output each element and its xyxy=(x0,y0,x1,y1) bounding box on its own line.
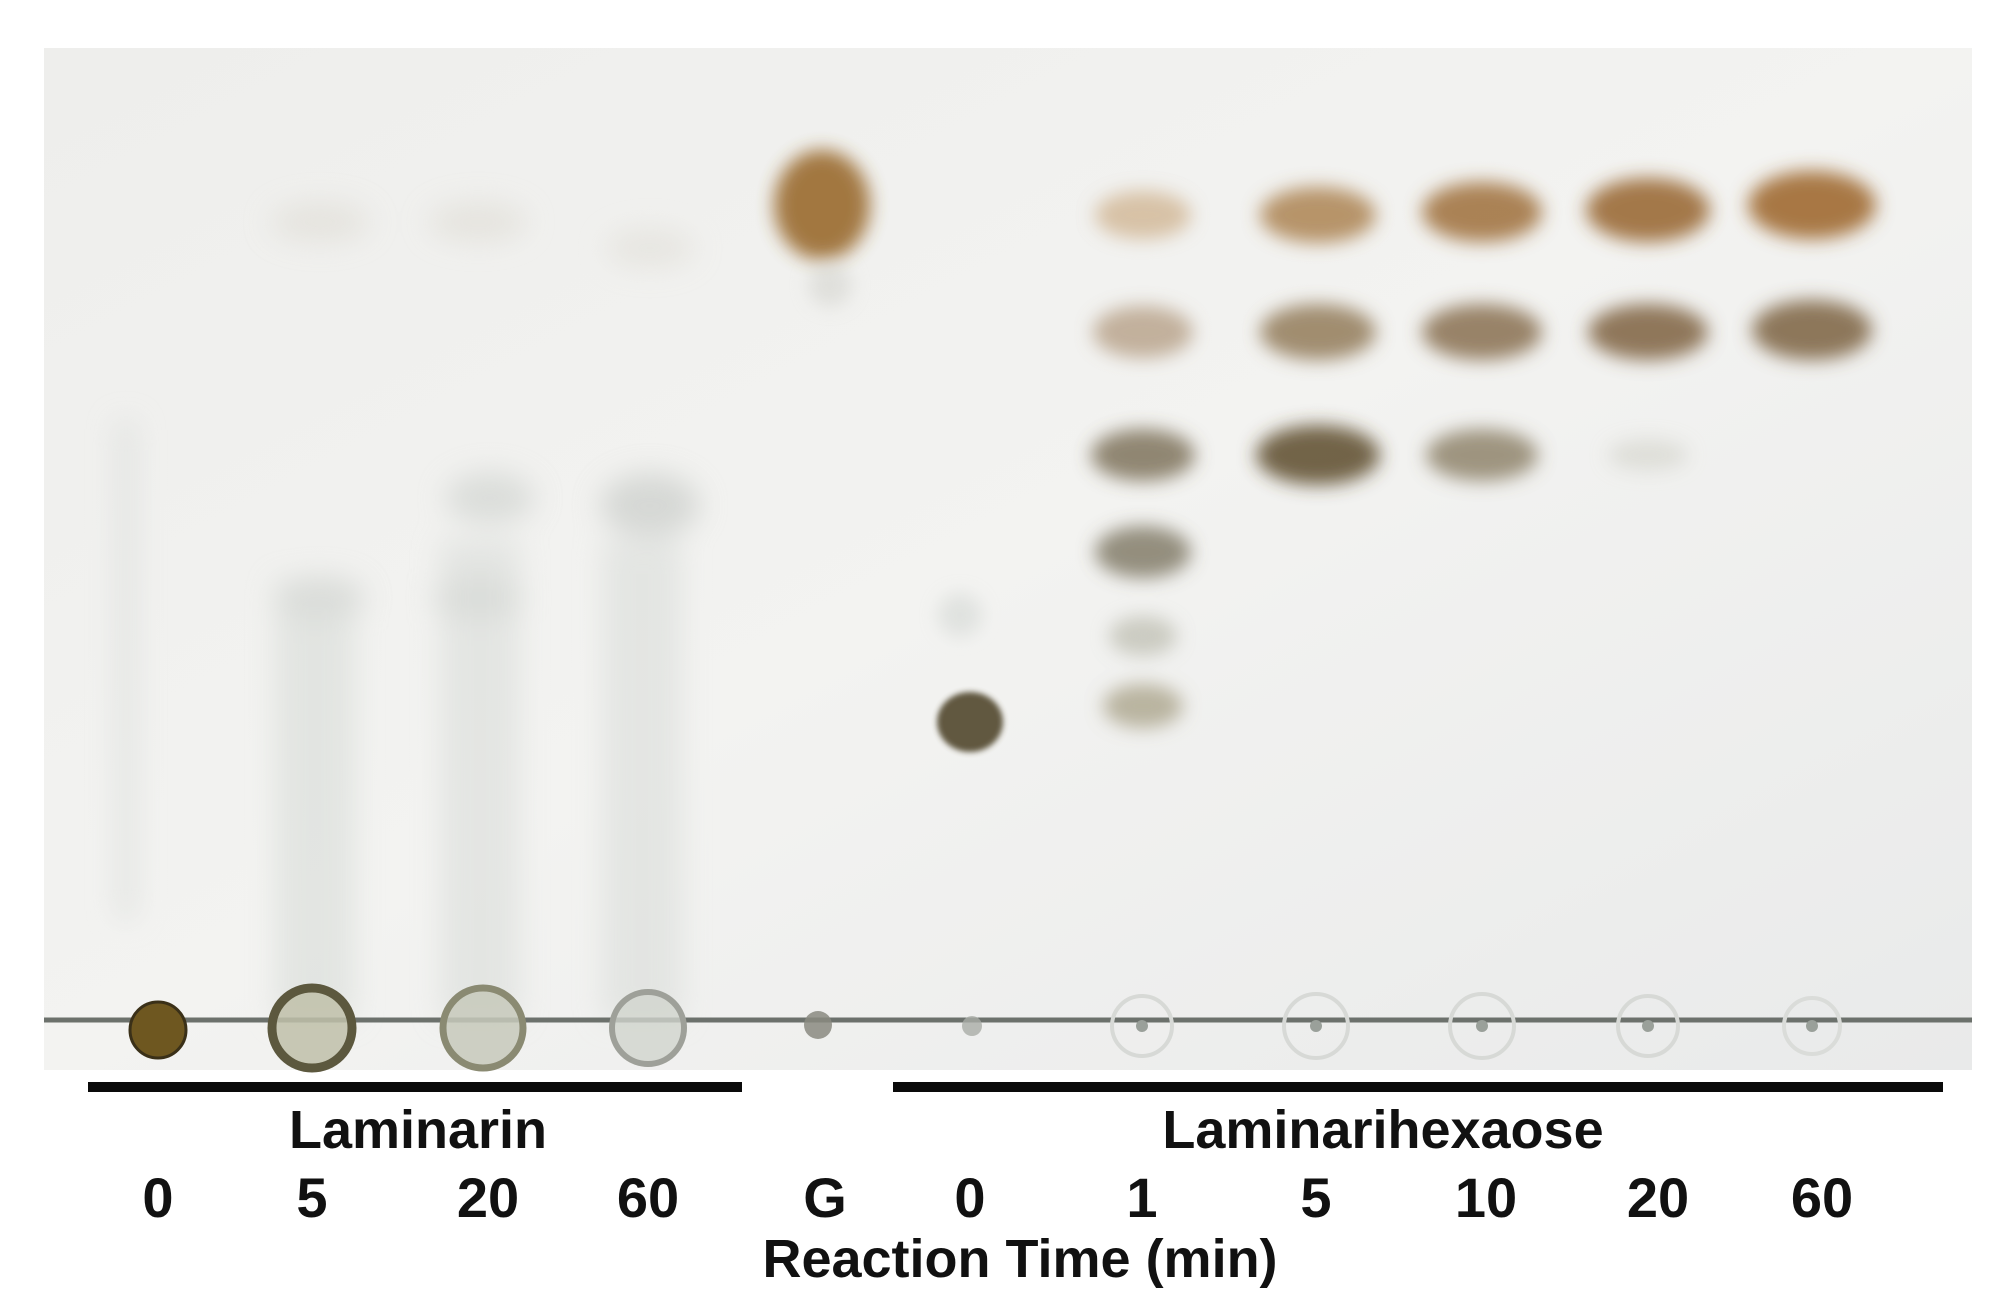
lane-label-hexaose-5: 5 xyxy=(1300,1166,1332,1229)
lane-label-hexaose-0: 0 xyxy=(954,1166,986,1229)
spot-hexaose-0 xyxy=(937,692,1003,752)
axis-label-reaction-time: Reaction Time (min) xyxy=(762,1229,1278,1289)
bracket-laminarihexaose xyxy=(893,1082,1943,1092)
lane-label-standard-G: G xyxy=(803,1166,847,1229)
laminarin-smears xyxy=(115,202,700,1020)
lane-label-laminarin-0: 0 xyxy=(142,1166,174,1229)
group-label-laminarihexaose: Laminarihexaose xyxy=(1162,1100,1604,1160)
lane-label-laminarin-60: 60 xyxy=(616,1166,680,1229)
lane-label-laminarin-20: 20 xyxy=(456,1166,520,1229)
lane-label-hexaose-1: 1 xyxy=(1126,1166,1158,1229)
bracket-laminarin xyxy=(88,1082,742,1092)
lane-label-hexaose-20: 20 xyxy=(1626,1166,1690,1229)
spot-standard-G xyxy=(774,150,870,260)
group-label-laminarin: Laminarin xyxy=(288,1100,548,1160)
origin-spots xyxy=(128,983,1842,1073)
lane-label-hexaose-10: 10 xyxy=(1454,1166,1518,1229)
hexaose-bands xyxy=(1091,171,1876,728)
lane-label-hexaose-60: 60 xyxy=(1790,1166,1854,1229)
lane-label-laminarin-5: 5 xyxy=(296,1166,328,1229)
